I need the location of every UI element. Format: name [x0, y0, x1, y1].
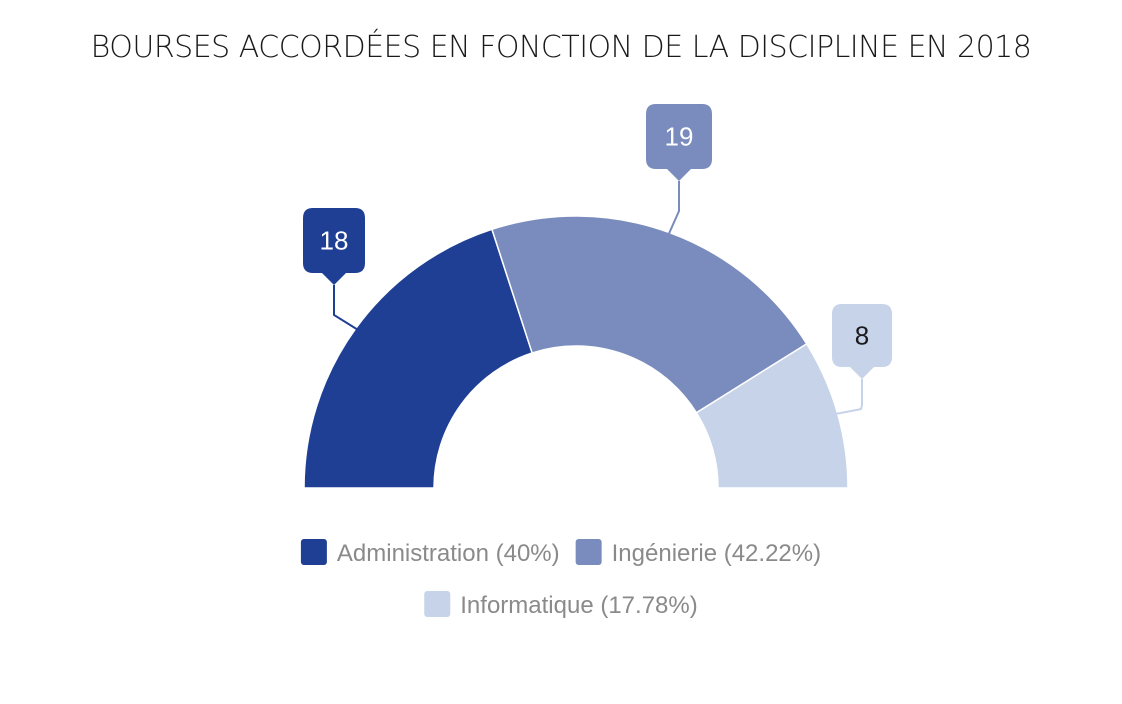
legend-item-informatique: Informatique (17.78%) — [424, 591, 698, 619]
callout-line-ingenierie — [666, 181, 680, 239]
callout-administration: 18 — [303, 208, 365, 333]
slice-informatique — [695, 342, 849, 489]
legend: Administration (40%) Ingénierie (42.22%) I… — [300, 539, 821, 619]
callout-ingenierie: 19 — [646, 104, 712, 239]
callout-line-administration — [333, 285, 362, 333]
data-label-informatique: 8 — [855, 321, 869, 351]
slices-group — [303, 215, 849, 489]
callout-box-administration — [303, 208, 365, 285]
legend-label-informatique: Informatique (17.78%) — [460, 592, 697, 619]
data-label-administration: 18 — [320, 226, 349, 256]
data-label-ingenierie: 19 — [665, 122, 694, 152]
chart-title: BOURSES ACCORDÉES EN FONCTION DE LA DISC… — [90, 30, 1032, 65]
legend-item-ingenierie: Ingénierie (42.22%) — [575, 539, 821, 567]
callout-line-informatique — [831, 379, 863, 416]
callout-box-ingenierie — [646, 104, 712, 181]
legend-item-administration: Administration (40%) — [300, 539, 560, 567]
legend-swatch-administration — [300, 539, 327, 565]
callout-box-informatique — [832, 304, 892, 379]
legend-swatch-informatique — [424, 591, 451, 617]
callouts-group: 18 19 8 — [303, 104, 892, 416]
callout-informatique: 8 — [831, 304, 892, 416]
legend-swatch-ingenierie — [575, 539, 602, 565]
legend-label-ingenierie: Ingénierie (42.22%) — [612, 540, 821, 567]
slice-ingenierie — [491, 215, 808, 414]
legend-label-administration: Administration (40%) — [337, 540, 560, 567]
slice-administration — [303, 228, 534, 489]
